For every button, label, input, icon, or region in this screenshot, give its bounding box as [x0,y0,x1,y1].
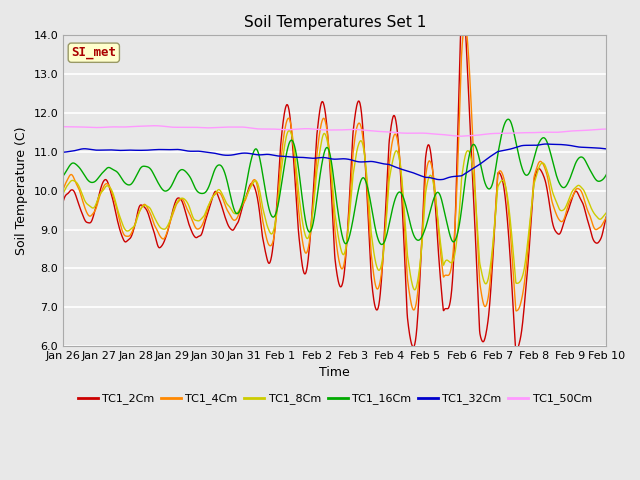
TC1_8Cm [124,228,131,234]
Title: Soil Temperatures Set 1: Soil Temperatures Set 1 [244,15,426,30]
TC1_4Cm [311,182,319,188]
TC1_16Cm [378,241,385,247]
TC1_2Cm [311,166,319,172]
TC1_8Cm [311,187,319,192]
TC1_50Cm [301,126,309,132]
TC1_50Cm [290,127,298,132]
TC1_2Cm [301,271,308,277]
TC1_32Cm [101,147,109,153]
TC1_16Cm [369,209,376,215]
TC1_16Cm [504,116,512,122]
TC1_4Cm [301,249,308,255]
Y-axis label: Soil Temperature (C): Soil Temperature (C) [15,126,28,255]
TC1_2Cm [603,214,611,219]
TC1_8Cm [301,232,309,238]
Legend: TC1_2Cm, TC1_4Cm, TC1_8Cm, TC1_16Cm, TC1_32Cm, TC1_50Cm: TC1_2Cm, TC1_4Cm, TC1_8Cm, TC1_16Cm, TC1… [73,389,596,409]
TC1_16Cm [101,167,109,173]
TC1_16Cm [124,181,131,187]
TC1_2Cm [513,350,520,356]
TC1_2Cm [369,285,376,291]
TC1_50Cm [60,124,67,130]
TC1_32Cm [290,154,298,160]
TC1_50Cm [151,123,159,129]
TC1_32Cm [311,156,319,161]
TC1_16Cm [290,140,298,146]
X-axis label: Time: Time [319,366,350,380]
TC1_2Cm [290,157,298,163]
TC1_50Cm [458,133,465,139]
TC1_4Cm [369,261,376,266]
Line: TC1_16Cm: TC1_16Cm [63,119,607,244]
TC1_8Cm [101,184,109,190]
TC1_2Cm [124,238,131,244]
TC1_2Cm [459,0,467,5]
Line: TC1_2Cm: TC1_2Cm [63,2,607,353]
Text: SI_met: SI_met [71,46,116,59]
TC1_8Cm [411,287,419,293]
Line: TC1_8Cm: TC1_8Cm [63,131,607,290]
TC1_16Cm [603,171,611,177]
TC1_8Cm [369,241,376,247]
TC1_16Cm [60,173,67,179]
TC1_8Cm [60,191,67,196]
TC1_4Cm [124,233,131,239]
TC1_32Cm [124,147,131,153]
TC1_2Cm [60,199,67,204]
Line: TC1_4Cm: TC1_4Cm [63,25,607,311]
TC1_2Cm [101,177,109,182]
TC1_32Cm [543,141,550,147]
TC1_32Cm [301,155,308,160]
TC1_4Cm [461,23,469,28]
TC1_4Cm [513,308,520,314]
TC1_50Cm [124,124,131,130]
TC1_8Cm [290,146,298,152]
TC1_16Cm [311,212,319,217]
TC1_32Cm [369,159,376,165]
TC1_4Cm [290,145,298,151]
TC1_4Cm [60,186,67,192]
TC1_8Cm [603,210,611,216]
TC1_4Cm [101,181,109,187]
TC1_32Cm [603,146,611,152]
TC1_4Cm [603,214,611,220]
TC1_50Cm [101,124,109,130]
TC1_50Cm [603,126,611,132]
TC1_32Cm [60,149,67,155]
Line: TC1_50Cm: TC1_50Cm [63,126,607,136]
TC1_32Cm [436,177,444,182]
TC1_50Cm [311,126,319,132]
TC1_8Cm [285,128,292,133]
Line: TC1_32Cm: TC1_32Cm [63,144,607,180]
TC1_16Cm [301,215,308,220]
TC1_50Cm [369,128,376,134]
